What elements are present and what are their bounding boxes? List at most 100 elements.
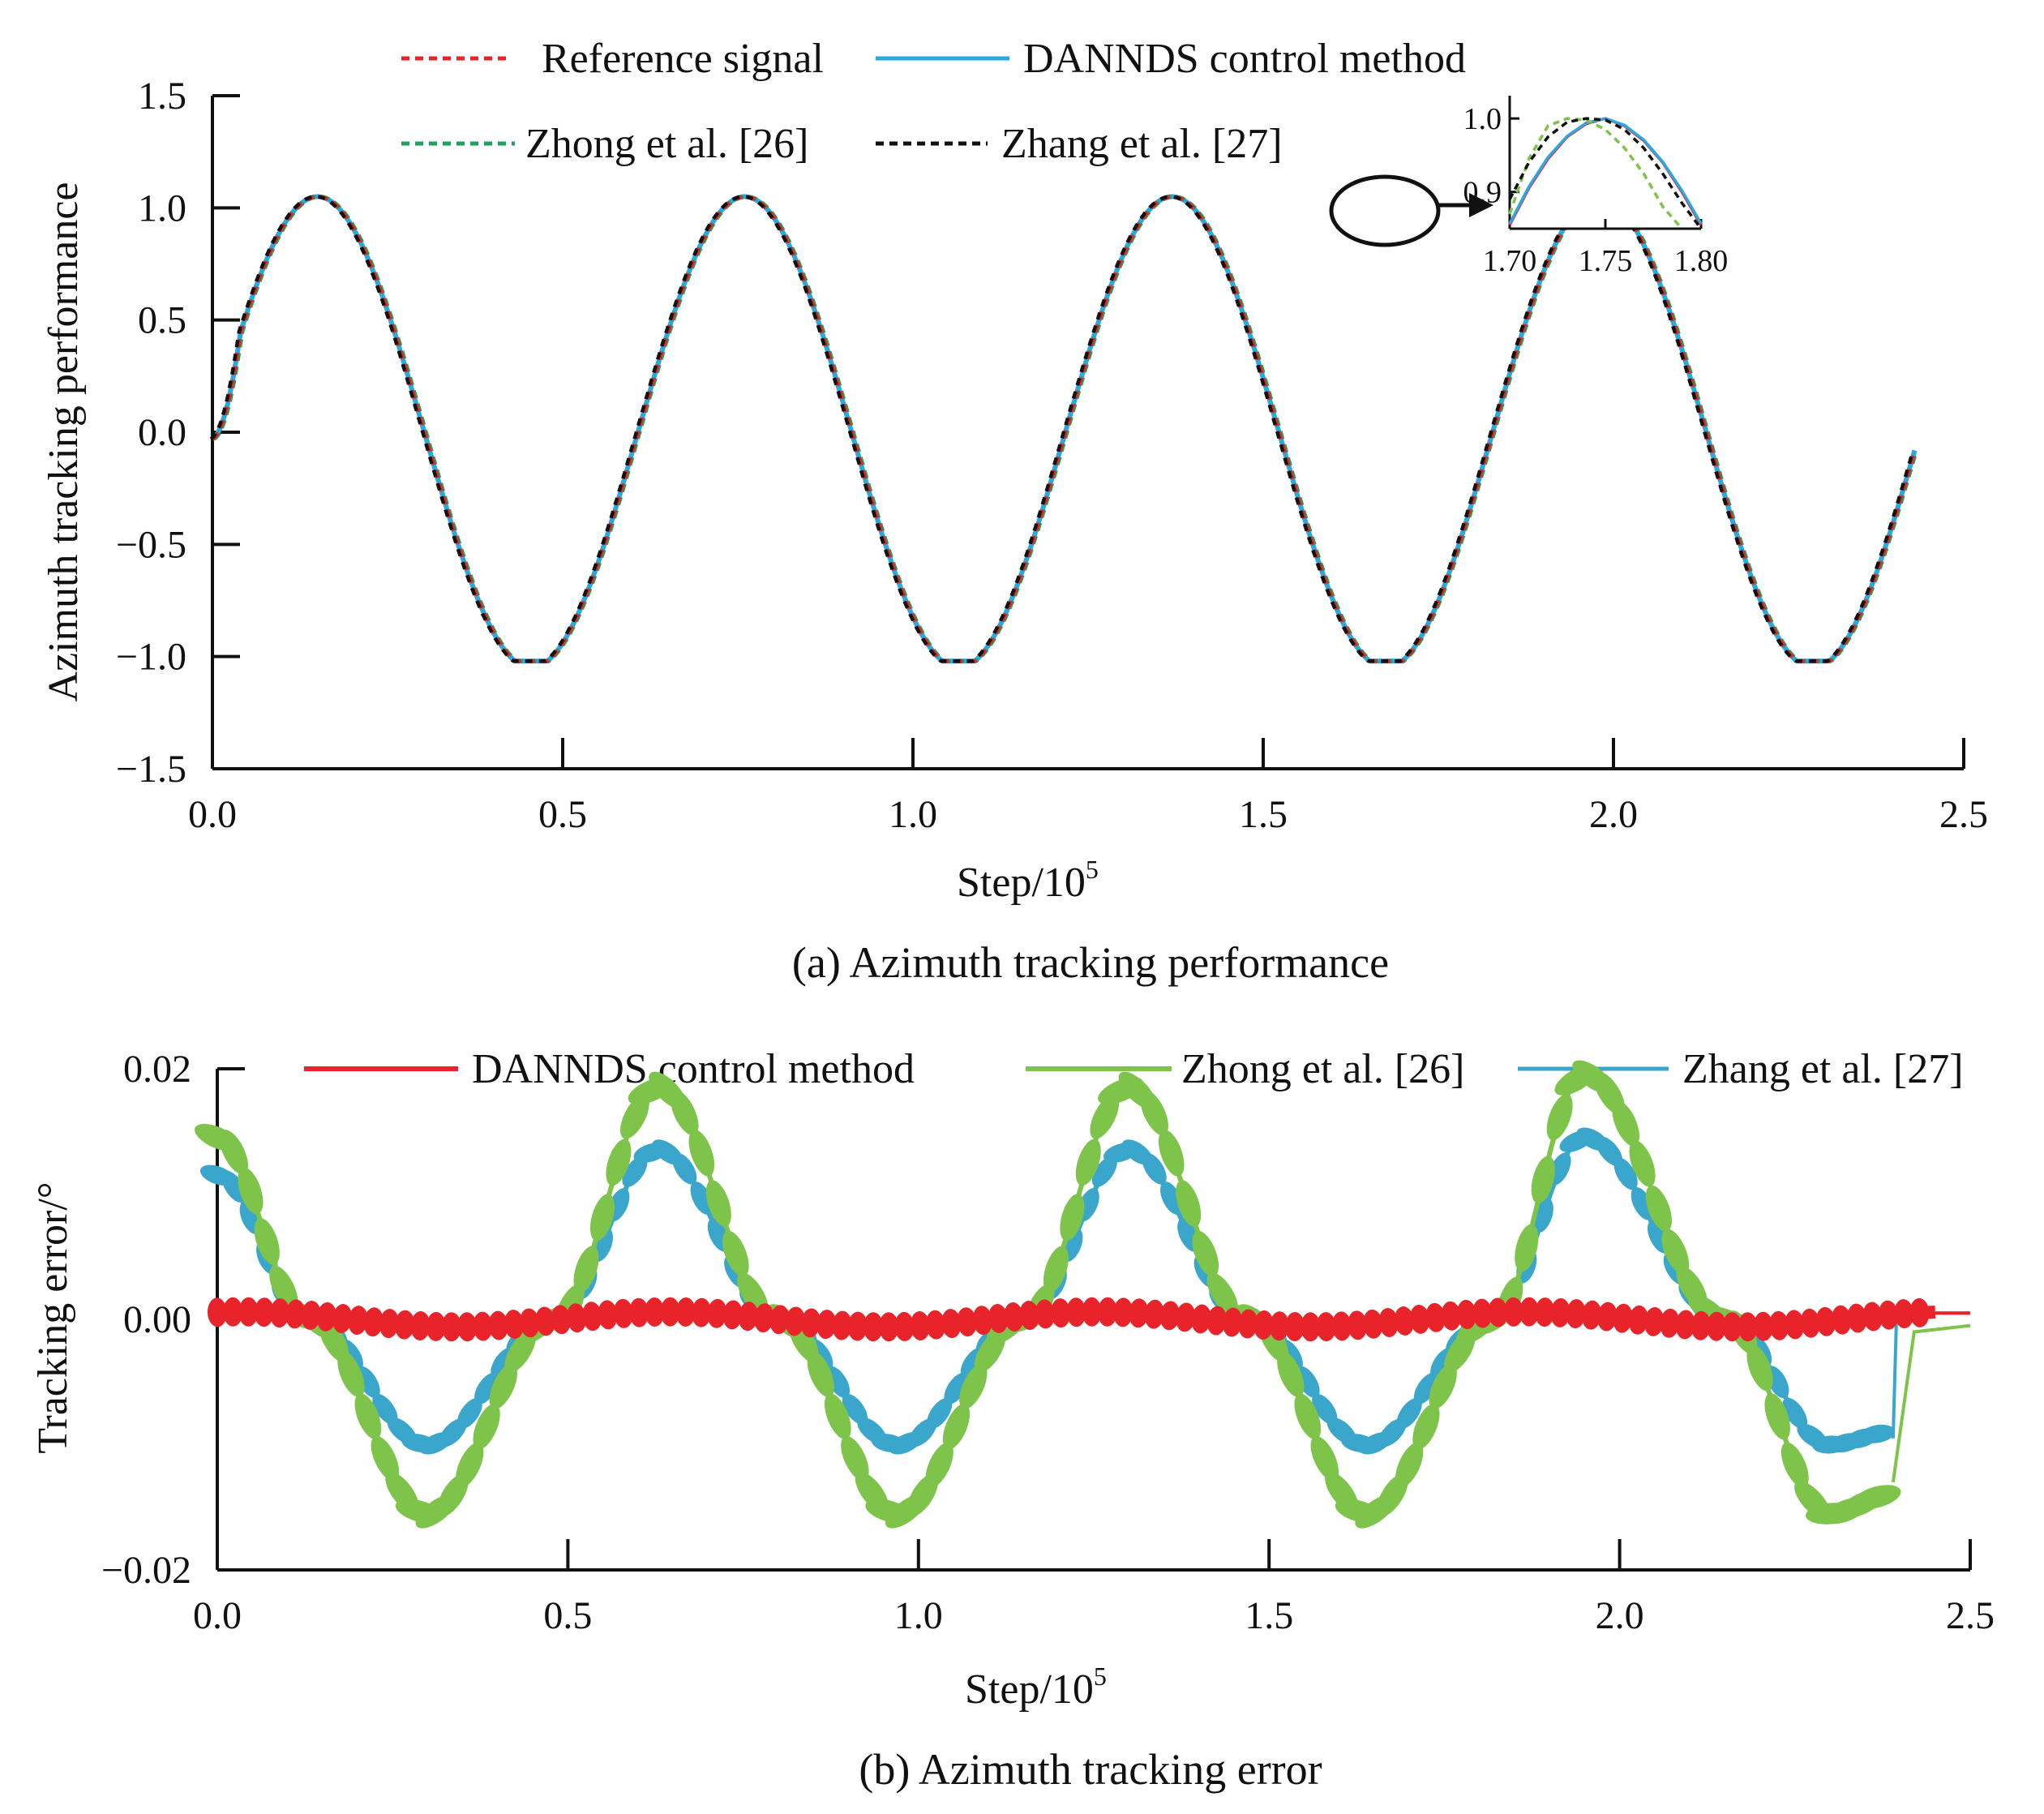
curve-dannds-blob: [863, 1312, 884, 1342]
curve-dannds-blob: [769, 1305, 790, 1335]
panel-a-xtick-label: 0.0: [188, 793, 237, 836]
curve-zhong-blob: [705, 1180, 731, 1227]
curve-dannds-blob: [1675, 1310, 1695, 1340]
curve-zhang-blob: [927, 1397, 953, 1429]
curve-dannds-blob: [1488, 1297, 1508, 1327]
curve-dannds-blob: [535, 1306, 555, 1336]
curve-dannds-blob: [410, 1311, 431, 1340]
curve-dannds-blob: [1909, 1297, 1930, 1327]
curve-dannds-blob: [1238, 1309, 1258, 1339]
curve-dannds-blob: [660, 1297, 680, 1327]
curve-dannds-blob: [1815, 1306, 1836, 1336]
curve-dannds-blob: [1785, 1310, 1805, 1340]
curve-zhong-blob: [1612, 1100, 1640, 1147]
curve-zhong-blob: [1645, 1185, 1672, 1232]
panel-b-xtick-label: 0.0: [193, 1594, 242, 1637]
curve-dannds-blob: [1660, 1308, 1680, 1338]
zoom-marker-ellipse: [1329, 174, 1441, 247]
panel-b-curves: [195, 1060, 1971, 1529]
panel-a-xtick-label: 2.5: [1939, 793, 1988, 836]
curve-zhong-blob: [841, 1435, 869, 1482]
curve-zhong-blob: [620, 1094, 649, 1139]
panel-a-xtick-label: 1.5: [1239, 793, 1288, 836]
curve-dannds-blob: [1316, 1312, 1336, 1342]
curve-zhang-blob: [1142, 1152, 1167, 1185]
curve-dannds-blob: [1035, 1299, 1055, 1329]
curve-dannds-blob: [520, 1308, 540, 1338]
panel-a-ytick-label: 0.0: [138, 411, 186, 454]
curve-dannds-blob: [1847, 1303, 1867, 1333]
curve-dannds-blob: [457, 1312, 478, 1342]
curve-zhong-blob: [337, 1351, 365, 1397]
curve-zhong-blob: [354, 1393, 382, 1440]
curve-zhong-blob: [1764, 1393, 1790, 1440]
curve-dannds-blob: [1269, 1311, 1289, 1341]
curve-dannds-blob: [629, 1297, 649, 1327]
curve-zhang-blob: [622, 1156, 648, 1187]
curve-dannds-blob: [1832, 1305, 1852, 1335]
curve-dannds-blob: [348, 1306, 368, 1336]
curve-dannds-blob: [285, 1299, 306, 1329]
curve-dannds-blobs: [207, 1297, 1930, 1342]
curve-zhang-blob: [1312, 1393, 1338, 1425]
curve-zhong-blob: [219, 1130, 249, 1175]
curve-dannds-blob: [1519, 1297, 1540, 1327]
curve-zhang-blob: [1396, 1397, 1422, 1429]
curve-dannds-blob: [816, 1310, 837, 1340]
curve-dannds-blob: [332, 1304, 353, 1333]
curve-dannds-blob: [1253, 1310, 1274, 1340]
curve-zhang-blob: [1159, 1181, 1183, 1215]
curve-dannds-blob: [879, 1312, 899, 1342]
curve-zhong-blob: [1515, 1224, 1539, 1272]
panel-b-xtick-label: 2.0: [1596, 1594, 1644, 1637]
panel-b-ytick-label: 0.02: [123, 1048, 191, 1091]
curve-dannds-blob: [1425, 1302, 1446, 1332]
curve-zhang-blob: [1782, 1397, 1808, 1430]
curve-dannds-blob: [1129, 1298, 1149, 1328]
curve-zhang-blob: [672, 1152, 697, 1185]
curve-dannds-blob: [1722, 1312, 1742, 1342]
curve-zhong-blob: [254, 1218, 280, 1265]
curve-zhang-tail: [1891, 1311, 1970, 1439]
panel-a-ytick-label: −1.5: [116, 748, 186, 791]
curve-zhong-blob: [942, 1404, 971, 1450]
curve-zhang-blob: [1413, 1372, 1438, 1404]
curve-dannds-blob: [722, 1300, 743, 1330]
curve-zhong-blob: [925, 1442, 953, 1488]
panel-b: DANNDS control method Zhong et al. [26] …: [30, 1046, 1995, 1794]
curve-zhang: [209, 195, 1915, 663]
curve-dannds-blob: [1581, 1300, 1602, 1330]
curve-zhong-blob: [1780, 1442, 1809, 1488]
curve-zhong-blob: [489, 1363, 517, 1409]
curve-dannds-blob: [254, 1297, 274, 1327]
curve-dannds-blob: [1738, 1312, 1758, 1342]
curve-dannds-blob: [941, 1309, 962, 1339]
curve-zhang-blob: [1091, 1156, 1117, 1187]
legend-label-dannds: DANNDS control method: [1023, 36, 1466, 82]
inset-background: [1510, 96, 1701, 229]
panel-b-axes: 0.02 0.00 −0.020.0 0.5 1.0 1.5 2.0 2.5: [101, 1048, 1995, 1637]
curve-dannds-blob: [1597, 1302, 1618, 1332]
curve-zhang-blob: [456, 1397, 482, 1429]
curve-zhong-blob: [824, 1393, 851, 1440]
curve-zhang-blob: [221, 1170, 246, 1203]
panel-b-xlabel-sup: 5: [1094, 1662, 1107, 1691]
panel-b-ytick-label: 0.00: [123, 1298, 191, 1341]
curve-zhong-blob: [473, 1404, 500, 1450]
curve-dannds-blob: [738, 1302, 758, 1332]
curve-dannds-blob: [316, 1302, 336, 1332]
curve-dannds-blob: [707, 1298, 727, 1328]
curve-dannds-blob: [645, 1297, 665, 1327]
curve-dannds-blob: [1348, 1310, 1368, 1340]
curve-dannds-blob: [832, 1310, 852, 1340]
curve-dannds-blob: [301, 1301, 321, 1330]
curve-dannds-blob: [1800, 1308, 1820, 1338]
curve-dannds-blob: [1690, 1310, 1711, 1340]
curve-zhong-blob: [1661, 1229, 1690, 1275]
curve-dannds-blob: [426, 1311, 446, 1341]
inset-xtick-label: 1.80: [1674, 244, 1729, 278]
caption-b: (b) Azimuth tracking error: [859, 1745, 1322, 1794]
curve-dannds-blob: [754, 1303, 774, 1333]
curve-dannds-blob: [1144, 1299, 1164, 1329]
panel-a-xlabel: Step/105: [957, 855, 1099, 906]
